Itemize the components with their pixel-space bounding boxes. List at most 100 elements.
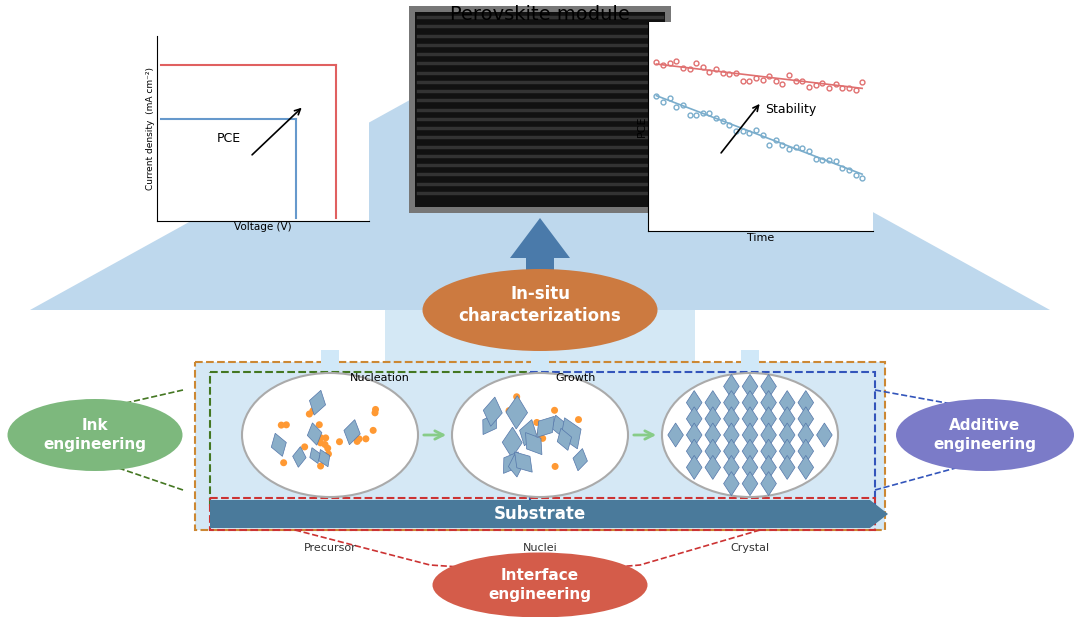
Polygon shape	[742, 455, 758, 479]
Polygon shape	[384, 310, 696, 530]
Polygon shape	[798, 455, 813, 479]
Polygon shape	[687, 455, 702, 479]
Circle shape	[552, 463, 558, 470]
Polygon shape	[870, 500, 888, 528]
Polygon shape	[687, 407, 702, 431]
Circle shape	[551, 407, 558, 414]
Circle shape	[318, 439, 324, 446]
Circle shape	[353, 438, 361, 445]
Ellipse shape	[8, 399, 183, 471]
Ellipse shape	[896, 399, 1074, 471]
Circle shape	[319, 454, 325, 461]
X-axis label: Time: Time	[746, 233, 774, 242]
Text: Crystal: Crystal	[730, 543, 770, 553]
Polygon shape	[760, 391, 777, 415]
Polygon shape	[742, 439, 758, 463]
Polygon shape	[742, 391, 758, 415]
Polygon shape	[760, 455, 777, 479]
Polygon shape	[519, 420, 537, 446]
Circle shape	[505, 407, 513, 414]
Bar	[526, 258, 554, 295]
Circle shape	[575, 416, 582, 423]
Polygon shape	[780, 423, 795, 447]
Polygon shape	[760, 407, 777, 431]
Text: PCE: PCE	[216, 132, 241, 145]
Polygon shape	[724, 423, 739, 447]
Polygon shape	[687, 391, 702, 415]
Polygon shape	[687, 423, 702, 447]
Polygon shape	[724, 407, 739, 431]
Bar	[409, 6, 671, 213]
Polygon shape	[724, 391, 739, 415]
Polygon shape	[780, 455, 795, 479]
Circle shape	[372, 406, 379, 413]
Text: Additive
engineering: Additive engineering	[933, 418, 1037, 452]
Polygon shape	[310, 391, 325, 415]
Polygon shape	[705, 455, 720, 479]
Polygon shape	[816, 423, 833, 447]
Polygon shape	[557, 428, 571, 450]
Ellipse shape	[422, 269, 658, 351]
Circle shape	[322, 434, 329, 441]
Polygon shape	[798, 391, 813, 415]
Polygon shape	[502, 427, 522, 458]
Circle shape	[355, 436, 363, 442]
Polygon shape	[798, 407, 813, 431]
Circle shape	[369, 427, 377, 434]
Circle shape	[539, 435, 546, 442]
Ellipse shape	[242, 373, 418, 497]
Text: Growth: Growth	[555, 373, 595, 383]
Circle shape	[301, 444, 308, 450]
Polygon shape	[705, 391, 720, 415]
Circle shape	[306, 410, 313, 418]
Y-axis label: Current density  (mA cm⁻²): Current density (mA cm⁻²)	[146, 67, 156, 190]
Polygon shape	[760, 423, 777, 447]
Polygon shape	[760, 439, 777, 463]
Polygon shape	[483, 397, 502, 426]
Polygon shape	[552, 415, 566, 437]
Bar	[530, 372, 875, 505]
Bar	[741, 350, 759, 402]
Ellipse shape	[453, 373, 627, 497]
Polygon shape	[526, 433, 542, 455]
Text: Interface
engineering: Interface engineering	[488, 568, 592, 602]
Polygon shape	[310, 448, 320, 463]
Polygon shape	[705, 423, 720, 447]
Text: Substrate: Substrate	[494, 505, 586, 523]
Circle shape	[283, 421, 289, 428]
Polygon shape	[798, 439, 813, 463]
Text: Nuclei: Nuclei	[523, 543, 557, 553]
Polygon shape	[760, 471, 777, 495]
Circle shape	[537, 431, 543, 437]
Circle shape	[363, 436, 369, 442]
Polygon shape	[798, 423, 813, 447]
Circle shape	[324, 445, 332, 452]
Polygon shape	[573, 449, 588, 471]
Ellipse shape	[662, 373, 838, 497]
Circle shape	[322, 441, 328, 448]
Text: Nucleation: Nucleation	[350, 373, 410, 383]
Circle shape	[318, 463, 324, 470]
Bar	[531, 350, 549, 402]
Text: Perovskite module: Perovskite module	[450, 5, 630, 24]
Circle shape	[318, 434, 324, 441]
Circle shape	[336, 438, 343, 445]
Bar	[210, 372, 530, 505]
Bar	[210, 498, 875, 530]
Circle shape	[372, 409, 378, 416]
Polygon shape	[687, 439, 702, 463]
Polygon shape	[510, 218, 570, 258]
Polygon shape	[308, 423, 322, 445]
Bar	[195, 362, 885, 530]
Y-axis label: PCE: PCE	[636, 116, 647, 137]
Bar	[321, 350, 339, 402]
Polygon shape	[724, 455, 739, 479]
Text: In-situ
characterizations: In-situ characterizations	[459, 285, 621, 325]
Bar	[415, 12, 665, 207]
Polygon shape	[509, 455, 523, 477]
Polygon shape	[780, 391, 795, 415]
Circle shape	[534, 419, 540, 426]
Circle shape	[309, 407, 316, 414]
Polygon shape	[561, 418, 581, 449]
Polygon shape	[742, 471, 758, 495]
